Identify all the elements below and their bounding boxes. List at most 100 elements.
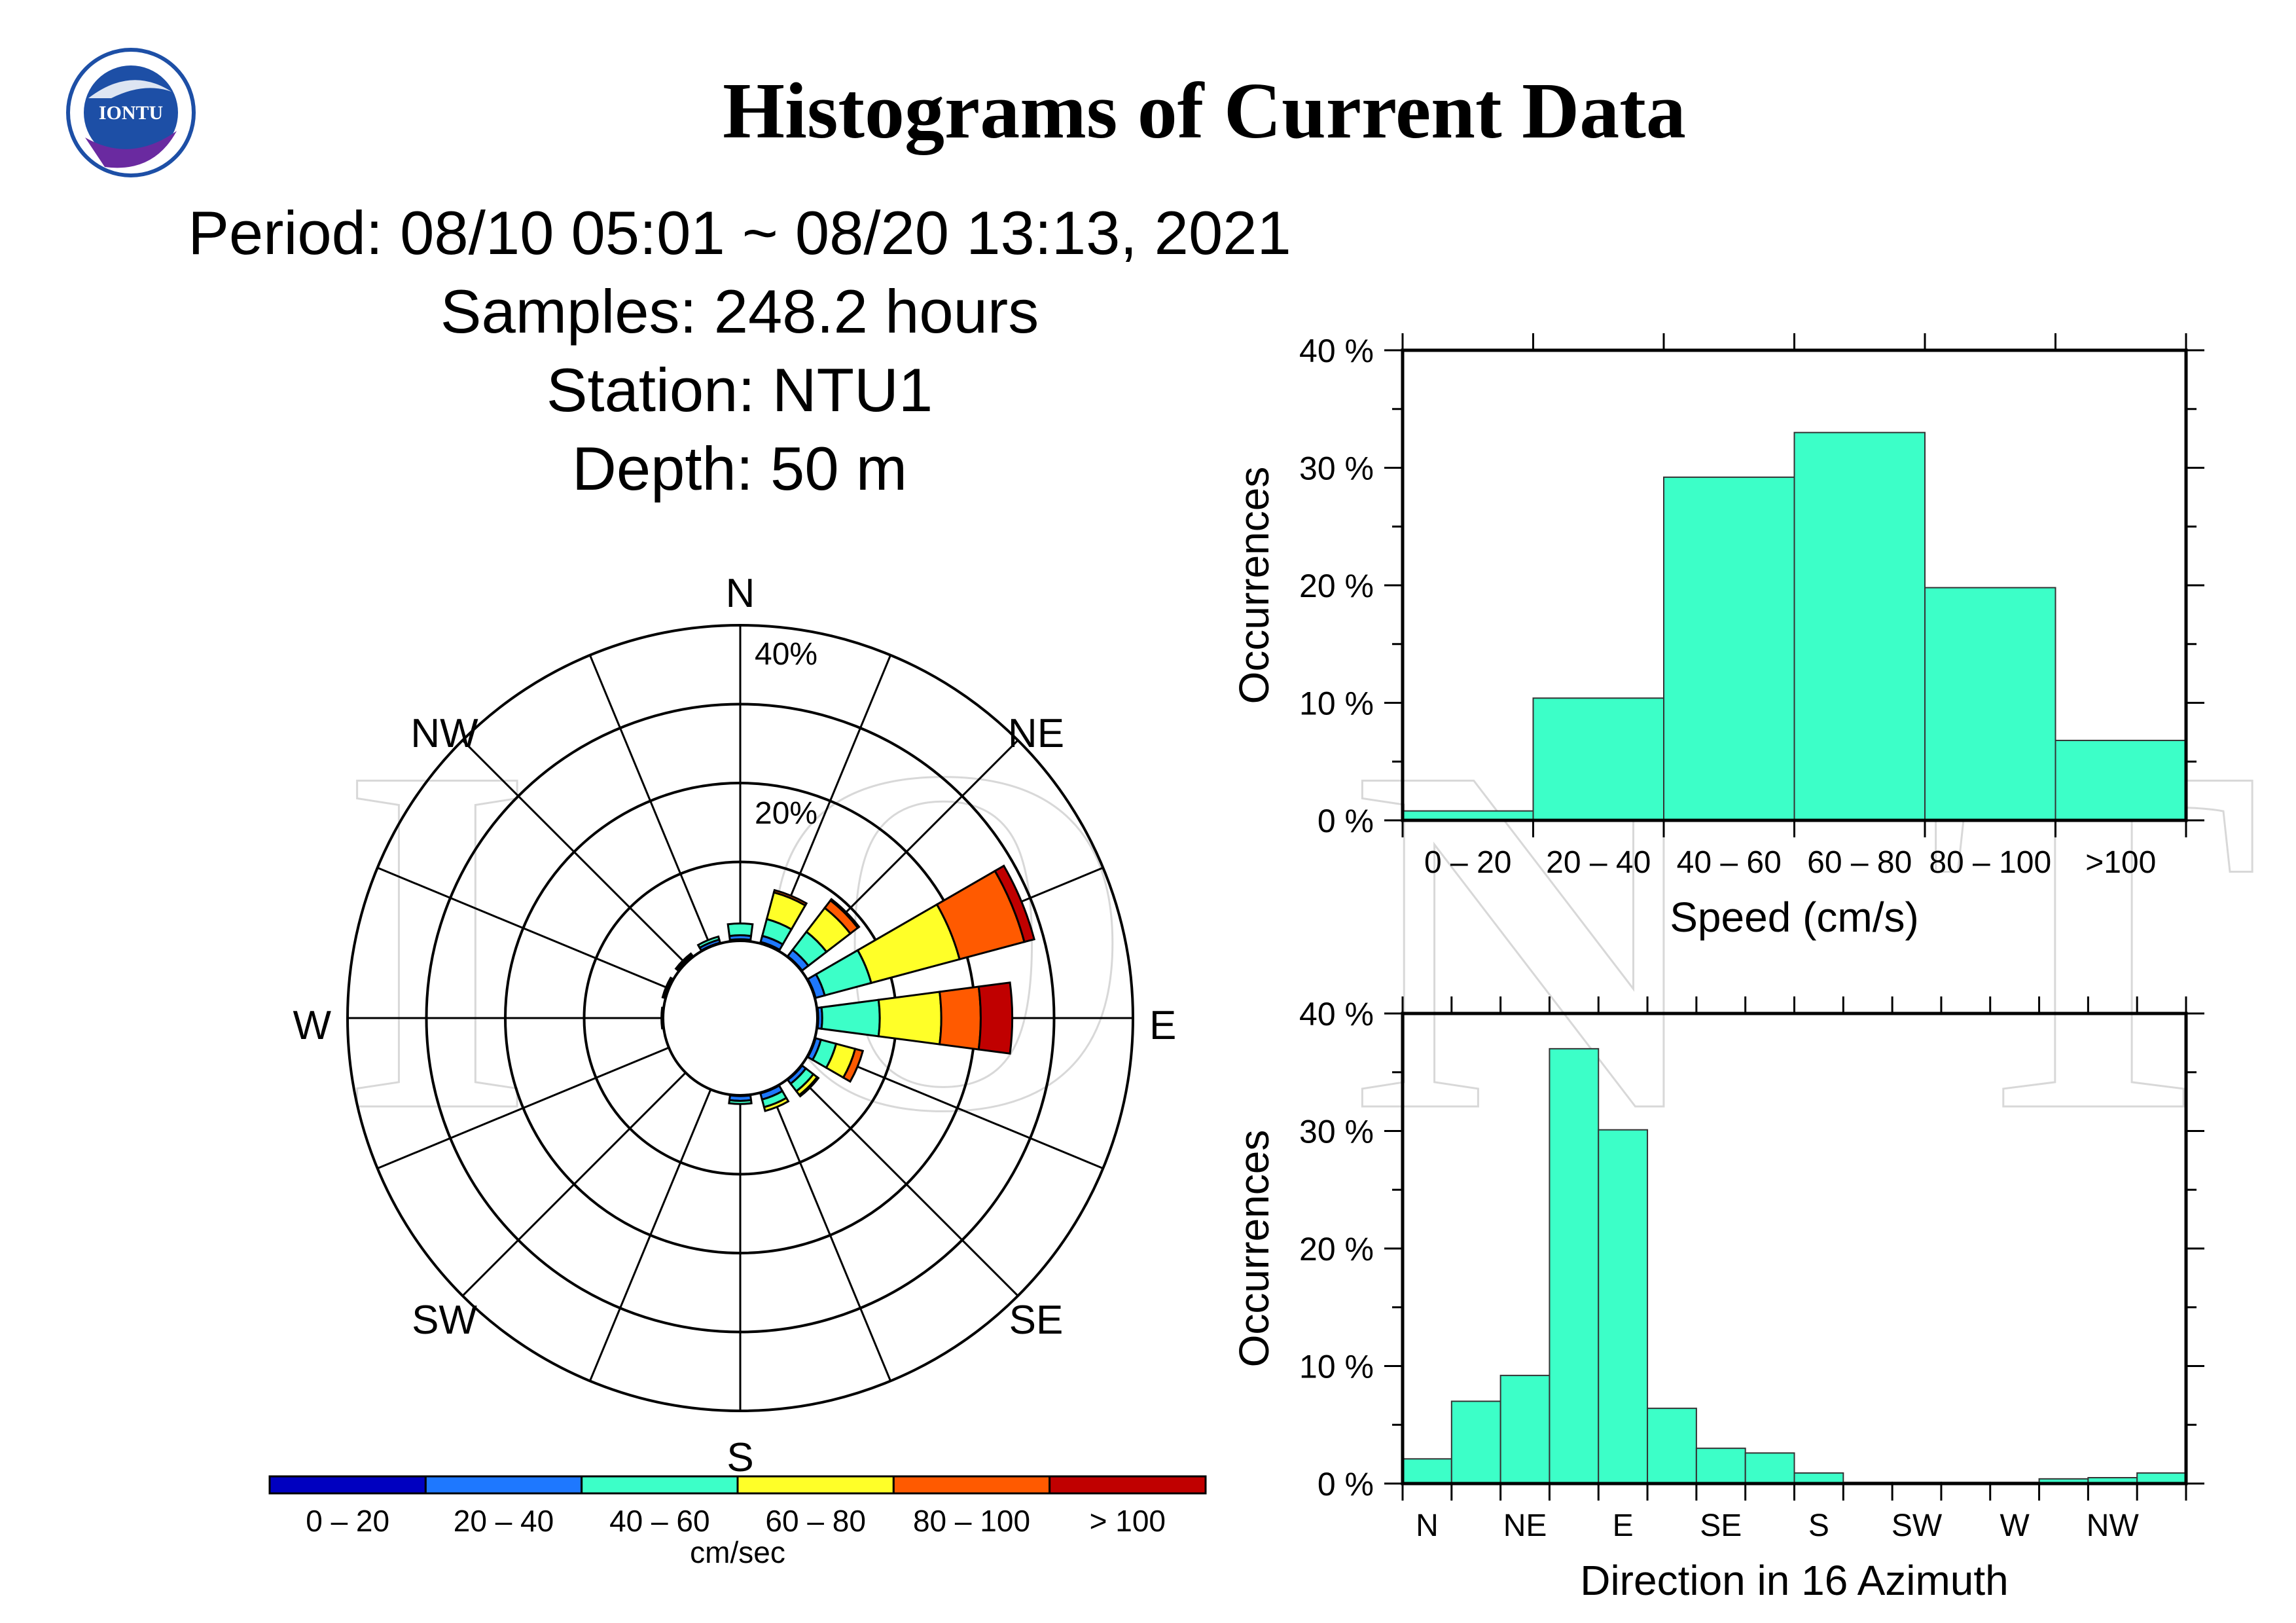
rose-bar-segment (877, 991, 942, 1046)
rose-bar-segment (726, 922, 754, 938)
compass-label: W (293, 1003, 331, 1048)
current-rose-chart: N NE E SE S SW W NW 40% 20% 0 – 20 20 – 40 40 – 60 60… (268, 571, 1207, 1569)
legend-swatch (892, 1475, 1051, 1495)
histogram-bar (1647, 1408, 1697, 1485)
histogram-bar (1402, 1458, 1452, 1484)
legend-label: > 100 (1090, 1504, 1166, 1538)
y-tick-label: 10 % (1299, 1349, 1374, 1385)
legend-unit: cm/sec (690, 1535, 785, 1569)
rose-bar-segment (820, 998, 881, 1038)
y-tick-label: 0 % (1318, 803, 1374, 839)
histogram-bar (1744, 1452, 1795, 1485)
ring-label: 20% (755, 796, 817, 831)
y-tick-label: 30 % (1299, 450, 1374, 487)
compass-label: NW (410, 711, 478, 756)
rose-spoke (377, 867, 670, 990)
x-tick-label: W (2000, 1508, 2030, 1543)
y-tick-label: 30 % (1299, 1114, 1374, 1150)
x-tick-label: SW (1892, 1508, 1943, 1543)
rose-spoke (377, 1046, 670, 1169)
compass-label: E (1149, 1003, 1176, 1048)
rose-bar-segment (728, 1099, 753, 1105)
compass-label: SW (412, 1298, 477, 1343)
rose-bar-segment (696, 935, 721, 949)
histogram-bar (1532, 697, 1664, 821)
y-tick-label: 10 % (1299, 685, 1374, 722)
direction-histogram: 0 % 10 % 20 % 30 % 40 % N NE E SE S SW W NW Direction… (1230, 996, 2204, 1604)
legend-swatch (424, 1475, 583, 1495)
x-tick-label: 40 – 60 (1677, 845, 1782, 880)
histogram-bar (1549, 1048, 1600, 1484)
speed-histogram: 0 % 10 % 20 % 30 % 40 % 0 – 20 20 – 40 40 – 60 6… (1230, 333, 2204, 941)
y-tick-label: 0 % (1318, 1466, 1374, 1503)
rose-spoke (589, 1089, 712, 1381)
legend-label: 20 – 40 (454, 1504, 554, 1538)
x-axis-title: Direction in 16 Azimuth (1580, 1557, 2009, 1604)
rose-bar-segment (660, 1006, 664, 1030)
x-tick-label: 0 – 20 (1424, 845, 1511, 880)
compass-label: N (726, 571, 755, 616)
rose-bar-segment (938, 985, 982, 1051)
rose-spoke (461, 1072, 687, 1297)
histogram-bar (1450, 1400, 1501, 1485)
chart-title: Histograms of Current Data (723, 67, 1686, 155)
legend-label: 0 – 20 (306, 1504, 389, 1538)
legend-label: 60 – 80 (765, 1504, 865, 1538)
histogram-bar (1924, 587, 2056, 822)
y-tick-label: 20 % (1299, 1231, 1374, 1267)
x-tick-label: 80 – 100 (1929, 845, 2051, 880)
rose-bar-segment (674, 952, 694, 972)
legend-label: 40 – 60 (609, 1504, 709, 1538)
y-axis-title: Occurrences (1230, 1130, 1278, 1368)
histogram-bar (2054, 739, 2187, 821)
y-tick-label: 20 % (1299, 568, 1374, 604)
x-tick-label: S (1808, 1508, 1829, 1543)
x-tick-label: 60 – 80 (1807, 845, 1912, 880)
legend-label: 80 – 100 (913, 1504, 1030, 1538)
rose-bar-segment (661, 976, 673, 999)
rose-bar-segment (829, 898, 861, 930)
x-tick-label: SE (1700, 1508, 1742, 1543)
y-tick-label: 40 % (1299, 996, 1374, 1032)
rose-bar-segment (762, 1096, 790, 1112)
period-text: Period: 08/10 05:01 ~ 08/20 13:13, 2021 (188, 198, 1291, 267)
x-tick-label: N (1416, 1508, 1439, 1543)
compass-label: NE (1008, 711, 1064, 756)
samples-text: Samples: 248.2 hours (440, 277, 1039, 346)
station-text: Station: NTU1 (547, 356, 933, 424)
legend-swatch (581, 1475, 739, 1495)
rose-spoke (811, 1046, 1103, 1169)
rose-bar-segment (994, 864, 1036, 943)
histogram-bar (1663, 476, 1795, 821)
histogram-bar (1598, 1129, 1649, 1484)
histogram-bar (1499, 1374, 1551, 1485)
rose-spoke (589, 655, 712, 947)
x-axis-title: Speed (cm/s) (1670, 894, 1919, 941)
depth-text: Depth: 50 m (572, 434, 907, 503)
x-tick-label: E (1613, 1508, 1634, 1543)
rose-spoke (794, 1072, 1019, 1297)
x-tick-label: 20 – 40 (1546, 845, 1651, 880)
rose-bar-segment (977, 981, 1014, 1055)
histogram-bar (1695, 1448, 1746, 1484)
compass-label: S (726, 1435, 753, 1480)
rose-spoke (461, 739, 687, 964)
ring-label: 40% (755, 637, 817, 672)
legend-swatch (736, 1475, 895, 1495)
y-tick-label: 40 % (1299, 333, 1374, 369)
y-axis-title: Occurrences (1230, 467, 1278, 704)
rose-bar-segment (842, 1048, 865, 1084)
legend-swatch (268, 1475, 427, 1495)
logo-label: IONTU (99, 102, 163, 124)
x-tick-label: NE (1503, 1508, 1547, 1543)
rose-spoke (768, 1089, 891, 1381)
rose-bar-segment (798, 1076, 820, 1098)
compass-label: SE (1009, 1298, 1064, 1343)
histogram-bar (1793, 431, 1926, 821)
x-tick-label: >100 (2085, 845, 2156, 880)
legend-swatch (1049, 1475, 1207, 1495)
x-tick-label: NW (2087, 1508, 2140, 1543)
iontu-logo: IONTU (66, 48, 196, 177)
rose-bar-segment (772, 888, 808, 907)
